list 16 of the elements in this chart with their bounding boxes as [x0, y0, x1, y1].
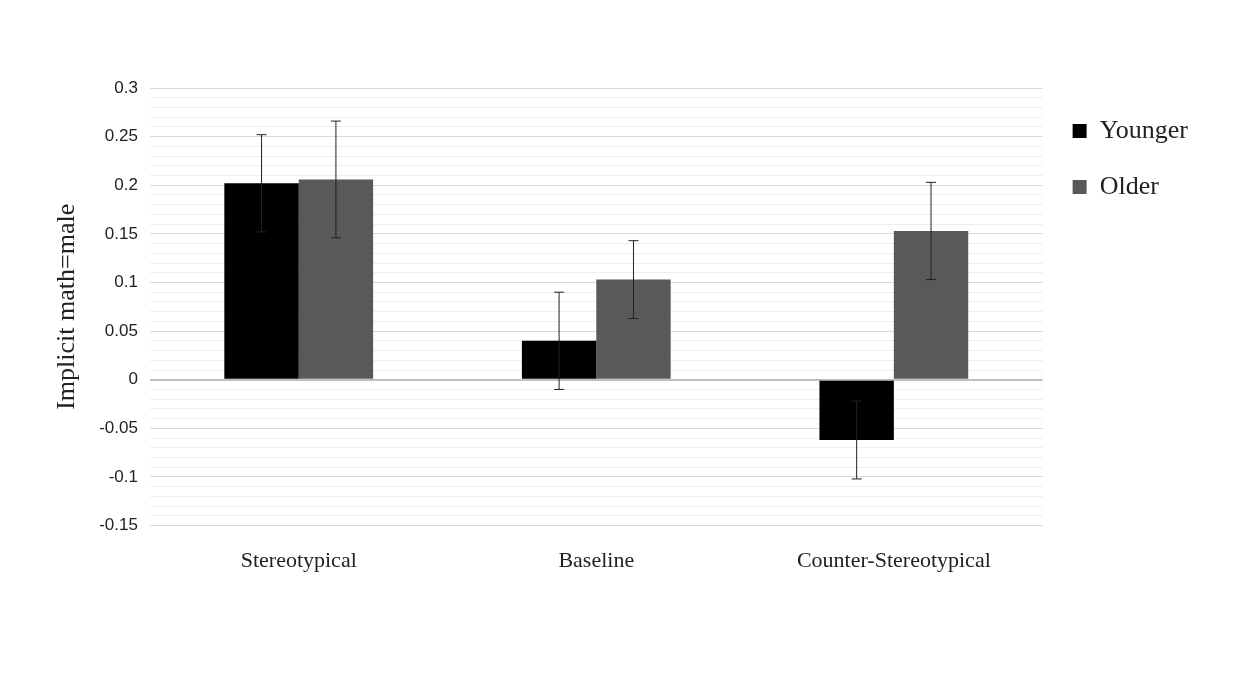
y-tick-label: -0.15: [99, 515, 138, 535]
x-tick-label: Counter-Stereotypical: [796, 546, 991, 572]
x-tick-label: Baseline: [558, 546, 635, 572]
y-tick-label: 0.1: [114, 272, 138, 292]
y-tick-label: 0.05: [104, 320, 138, 340]
legend-label: Younger: [1099, 114, 1189, 144]
y-tick-label: 0: [128, 369, 138, 389]
y-tick-label: 0.15: [104, 223, 138, 243]
y-tick-label: 0.3: [114, 77, 138, 97]
x-tick-label: Stereotypical: [240, 546, 357, 572]
y-tick-label: 0.2: [114, 174, 138, 194]
y-axis-title: Implicit math=male: [51, 203, 81, 410]
y-tick-label: -0.05: [99, 418, 138, 438]
y-tick-label: 0.25: [104, 126, 138, 146]
y-tick-label: -0.1: [108, 466, 138, 486]
legend-label: Older: [1099, 170, 1160, 200]
